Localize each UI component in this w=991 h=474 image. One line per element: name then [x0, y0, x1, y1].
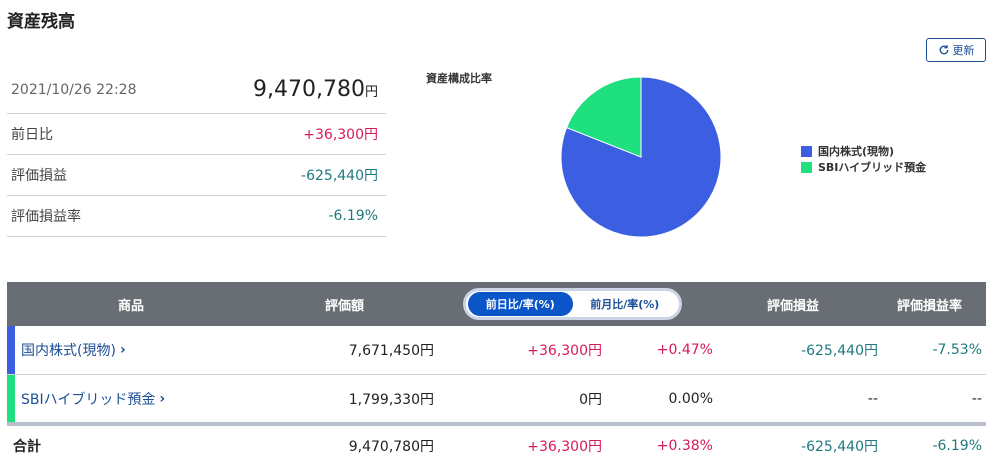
pie-svg [560, 76, 722, 238]
pl-rate-cell: -7.53% [932, 342, 982, 358]
table-row: 国内株式(現物) › 7,671,450円 +36,300円 +0.47% -6… [7, 326, 986, 375]
summary-row-pl-rate: 評価損益率 -6.19% [7, 196, 386, 237]
valuation-cell: 7,671,450円 [348, 343, 434, 359]
summary-value: -625,440円 [301, 168, 378, 184]
pl-rate-cell: -- [971, 390, 982, 407]
product-cell: SBIハイブリッド預金 › [21, 375, 165, 422]
total-pl-rate: -6.19% [932, 438, 982, 454]
summary-datetime: 2021/10/26 22:28 [11, 81, 137, 98]
product-name: 国内株式(現物) [21, 343, 116, 359]
legend-item: 国内株式(現物) [801, 143, 926, 159]
chart-legend: 国内株式(現物) SBIハイブリッド預金 [801, 143, 926, 175]
table-header: 商品 評価額 前日比/率(%) 前月比/率(%) 評価損益 評価損益率 [7, 282, 986, 326]
refresh-label: 更新 [952, 45, 975, 57]
chevron-right-icon: › [159, 390, 166, 407]
legend-swatch [801, 145, 812, 157]
pl-cell: -625,440円 [801, 343, 878, 359]
summary-total-row: 2021/10/26 22:28 9,470,780円 [7, 66, 386, 114]
row-color-bar [7, 375, 15, 422]
product-link-hybrid-deposit[interactable]: SBIハイブリッド預金 › [21, 389, 165, 409]
summary-label: 前日比 [11, 127, 53, 143]
legend-item: SBIハイブリッド預金 [801, 159, 926, 175]
summary-total-unit: 円 [364, 85, 378, 100]
pl-cell: -- [867, 390, 878, 407]
header-product: 商品 [117, 298, 144, 314]
refresh-icon [939, 45, 948, 55]
header-pl-rate: 評価損益率 [897, 298, 963, 314]
legend-swatch [801, 161, 812, 173]
balance-summary: 2021/10/26 22:28 9,470,780円 前日比 +36,300円… [7, 66, 386, 237]
total-valuation: 9,470,780円 [348, 439, 434, 455]
legend-label: 国内株式(現物) [818, 145, 895, 158]
summary-label: 評価損益 [11, 168, 67, 184]
toggle-month-button[interactable]: 前月比/率(%) [590, 298, 660, 311]
chart-title: 資産構成比率 [426, 72, 492, 85]
period-toggle: 前日比/率(%) 前月比/率(%) [463, 288, 682, 320]
table-row: SBIハイブリッド預金 › 1,799,330円 0円 0.00% -- -- [7, 375, 986, 426]
summary-value: -6.19% [328, 208, 378, 224]
product-cell: 国内株式(現物) › [21, 326, 126, 374]
holdings-table: 商品 評価額 前日比/率(%) 前月比/率(%) 評価損益 評価損益率 国内株式… [7, 282, 986, 466]
total-label: 合計 [13, 439, 41, 455]
legend-label: SBIハイブリッド預金 [818, 161, 927, 174]
diff-rate-cell: +0.47% [656, 342, 713, 358]
diff-cell: +36,300円 [527, 343, 602, 359]
header-valuation: 評価額 [325, 298, 365, 314]
page-title: 資産残高 [7, 12, 75, 32]
diff-rate-cell: 0.00% [668, 390, 713, 407]
total-diff-rate: +0.38% [656, 438, 713, 454]
header-pl: 評価損益 [767, 298, 820, 314]
allocation-pie-chart [560, 76, 722, 238]
pie-slice-1 [565, 76, 642, 158]
summary-label: 評価損益率 [11, 209, 81, 225]
summary-row-pl: 評価損益 -625,440円 [7, 155, 386, 196]
total-diff: +36,300円 [527, 439, 602, 455]
summary-value: +36,300円 [303, 127, 378, 143]
chevron-right-icon: › [119, 342, 126, 358]
total-pl: -625,440円 [801, 439, 878, 455]
diff-cell: 0円 [579, 391, 602, 408]
row-color-bar [7, 326, 15, 374]
product-link-domestic-stock[interactable]: 国内株式(現物) › [21, 340, 126, 360]
table-total-row: 合計 9,470,780円 +36,300円 +0.38% -625,440円 … [7, 426, 986, 466]
product-name: SBIハイブリッド預金 [21, 391, 156, 408]
valuation-cell: 1,799,330円 [348, 391, 434, 408]
summary-total: 9,470,780円 [253, 77, 386, 102]
summary-row-day-change: 前日比 +36,300円 [7, 114, 386, 155]
refresh-button[interactable]: 更新 [926, 38, 986, 62]
summary-total-value: 9,470,780 [253, 77, 365, 102]
toggle-day-button[interactable]: 前日比/率(%) [468, 292, 573, 316]
